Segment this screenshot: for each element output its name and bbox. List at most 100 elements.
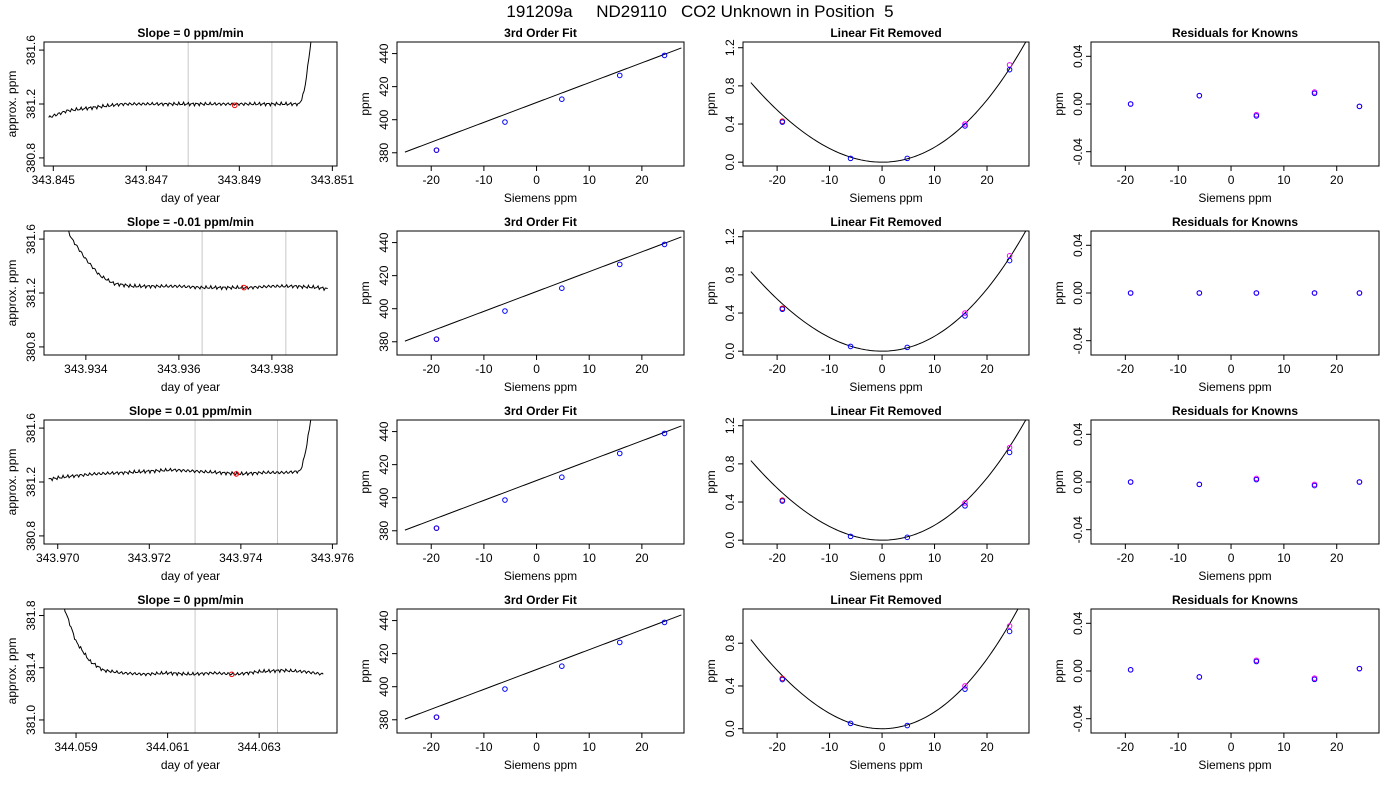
- chart-panel-8: Slope = 0.01 ppm/min 343.970 343.972 343.97…: [5, 404, 355, 583]
- chart-panel-14: Linear Fit Removed -20 -10 0 10 20 0.0 0.4 0.8 Si…: [704, 593, 1030, 772]
- y-tick-label: -0.04: [1071, 705, 1085, 733]
- y-axis-label: ppm: [358, 659, 372, 682]
- data-point: [847, 720, 854, 727]
- plot-frame: [1090, 230, 1380, 356]
- x-axis-label: Siemens ppm: [849, 758, 922, 772]
- plot-area: [64, 609, 324, 678]
- y-tick-label: 1.2: [723, 39, 737, 56]
- data-point: [1311, 482, 1318, 489]
- data-point: [433, 147, 440, 153]
- x-tick-label: 20: [1330, 551, 1344, 565]
- chart-panel-0: Slope = 0 ppm/min 343.845 343.847 343.849 34…: [5, 26, 354, 205]
- y-axis-label: ppm: [704, 659, 718, 682]
- x-axis-label: Siemens ppm: [849, 380, 922, 394]
- data-point: [904, 534, 911, 541]
- y-tick-label: 380: [377, 142, 391, 162]
- x-tick-label: 343.976: [311, 551, 355, 565]
- x-tick-label: -20: [1117, 740, 1135, 754]
- plot-frame: [742, 419, 1030, 545]
- page-title: 191209a ND29110 CO2 Unknown in Position …: [506, 2, 894, 21]
- data-point: [779, 498, 786, 504]
- data-point: [1253, 476, 1260, 483]
- x-tick-label: 10: [1277, 740, 1291, 754]
- chart-panel-7: Residuals for Knowns -20 -10 0 10 20 -0.04 0.00…: [1052, 215, 1380, 394]
- x-tick-label: 20: [1330, 362, 1344, 376]
- data-point: [1127, 101, 1134, 107]
- y-tick-label: 1.2: [723, 417, 737, 434]
- y-tick-label: 420: [377, 76, 391, 96]
- x-tick-label: 10: [583, 551, 597, 565]
- x-tick-label: 20: [980, 551, 994, 565]
- data-point: [661, 52, 668, 59]
- panel-title: 3rd Order Fit: [504, 593, 577, 607]
- y-tick-label: 420: [377, 643, 391, 663]
- data-point: [962, 310, 968, 316]
- x-tick-label: 343.934: [64, 362, 108, 376]
- x-tick-label: -20: [1117, 551, 1135, 565]
- y-tick-label: 381.6: [24, 224, 38, 254]
- data-point: [847, 155, 854, 162]
- data-point: [433, 336, 440, 342]
- chart-panel-10: Linear Fit Removed -20 -10 0 10 20 0.0 0.4 0.8 1.…: [704, 404, 1030, 583]
- data-point: [847, 533, 854, 540]
- x-tick-label: 344.059: [54, 740, 98, 754]
- x-tick-label: 0: [879, 362, 886, 376]
- x-tick-label: 10: [1277, 362, 1291, 376]
- x-axis-label: Siemens ppm: [1198, 758, 1271, 772]
- data-point: [616, 639, 623, 646]
- y-tick-label: 0.0: [723, 532, 737, 549]
- plot-frame: [43, 230, 338, 356]
- x-tick-label: 20: [980, 740, 994, 754]
- plot-area: [1127, 290, 1363, 296]
- data-point: [1196, 92, 1203, 99]
- data-point: [1196, 481, 1203, 488]
- data-point: [962, 686, 968, 692]
- data-point: [502, 308, 508, 314]
- x-tick-label: -10: [1170, 173, 1188, 187]
- x-tick-label: -20: [423, 740, 441, 754]
- y-tick-label: 381.4: [24, 652, 38, 682]
- data-point: [233, 471, 240, 477]
- data-point: [1127, 479, 1134, 485]
- x-axis-label: day of year: [161, 758, 220, 772]
- data-point: [1356, 479, 1363, 485]
- fit-curve: [404, 236, 682, 342]
- chart-panel-13: 3rd Order Fit -20 -10 0 10 20 380 400 420 440 Siem…: [358, 593, 685, 772]
- y-tick-label: -0.04: [1071, 516, 1085, 544]
- data-point: [661, 430, 668, 437]
- y-axis-label: ppm: [358, 470, 372, 493]
- chart-panel-11: Residuals for Knowns -20 -10 0 10 20 -0.04 0.00…: [1052, 404, 1380, 583]
- plot-frame: [1090, 41, 1380, 167]
- x-tick-label: -20: [768, 173, 786, 187]
- fit-curve: [750, 231, 1027, 352]
- panel-title: Slope = 0.01 ppm/min: [129, 404, 252, 418]
- y-tick-label: 0.0: [723, 720, 737, 737]
- y-axis-label: ppm: [1052, 281, 1066, 304]
- data-point: [661, 619, 668, 626]
- data-point: [962, 500, 968, 506]
- data-point: [502, 119, 508, 125]
- data-point: [1006, 623, 1013, 629]
- plot-frame: [1090, 419, 1380, 545]
- panel-title: 3rd Order Fit: [504, 26, 577, 40]
- y-axis-label: approx. ppm: [5, 260, 19, 327]
- data-point: [779, 306, 786, 313]
- x-tick-label: 0: [879, 173, 886, 187]
- x-axis-label: day of year: [161, 380, 220, 394]
- data-point: [779, 676, 786, 683]
- data-point: [1006, 257, 1013, 264]
- y-axis-label: ppm: [704, 92, 718, 115]
- x-axis-label: Siemens ppm: [1198, 380, 1271, 394]
- x-axis-label: Siemens ppm: [504, 191, 577, 205]
- plot-area: [48, 420, 312, 482]
- series-trace: [68, 231, 328, 292]
- y-tick-label: 0.04: [1071, 422, 1085, 446]
- plot-area: [1127, 475, 1363, 489]
- y-tick-label: 0.00: [1071, 659, 1085, 683]
- y-tick-label: 381.6: [24, 413, 38, 443]
- data-point: [904, 722, 911, 729]
- plot-area: [404, 614, 682, 720]
- plot-area: [750, 609, 1019, 730]
- x-tick-label: -20: [423, 551, 441, 565]
- panel-title: Residuals for Knowns: [1172, 215, 1298, 229]
